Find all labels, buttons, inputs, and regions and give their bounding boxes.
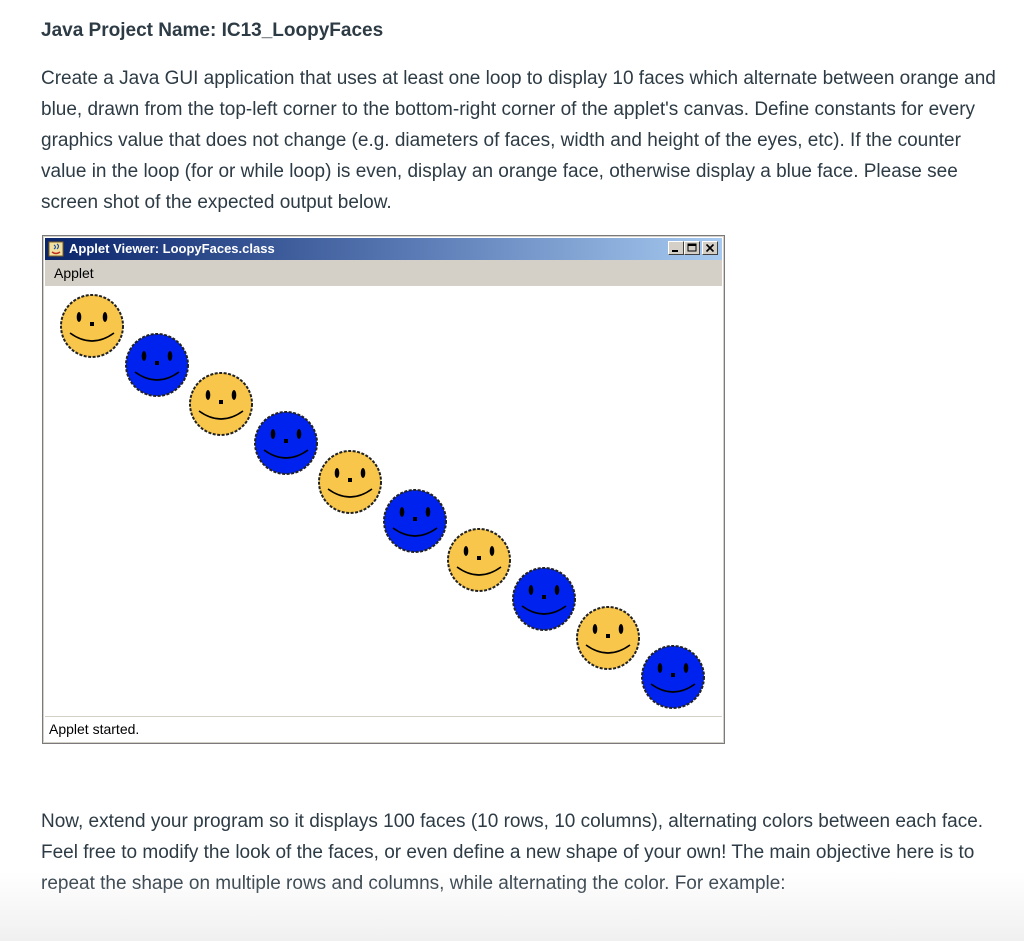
maximize-button[interactable]: [684, 241, 700, 255]
applet-canvas: [45, 286, 722, 716]
orange-face: [189, 372, 253, 436]
orange-face: [447, 528, 511, 592]
status-text: Applet started.: [49, 721, 140, 737]
blue-face: [253, 411, 318, 475]
minimize-icon: [672, 250, 678, 252]
minimize-button[interactable]: [668, 241, 684, 255]
close-button[interactable]: [702, 241, 718, 255]
menu-applet[interactable]: Applet: [54, 265, 94, 281]
close-icon: [705, 243, 715, 253]
window-title: Applet Viewer: LoopyFaces.class: [69, 241, 275, 256]
project-label: Java Project Name:: [41, 20, 217, 41]
status-bar: Applet started.: [45, 716, 722, 741]
applet-viewer-window: Applet Viewer: LoopyFaces.class Applet: [42, 235, 725, 744]
extension-paragraph: Now, extend your program so it displays …: [41, 811, 984, 894]
project-title: Java Project Name: IC13_LoopyFaces: [41, 20, 383, 42]
orange-face: [318, 450, 382, 514]
blue-face: [382, 489, 447, 553]
maximize-icon: [687, 243, 697, 252]
blue-face: [640, 645, 705, 709]
blue-face: [511, 567, 576, 631]
project-name: IC13_LoopyFaces: [221, 20, 384, 41]
java-icon: [48, 241, 64, 257]
orange-face: [60, 294, 124, 358]
intro-paragraph: Create a Java GUI application that uses …: [41, 68, 996, 213]
menu-bar: Applet: [45, 260, 722, 286]
window-controls: [668, 241, 718, 257]
title-bar[interactable]: Applet Viewer: LoopyFaces.class: [45, 238, 722, 260]
blue-face: [124, 333, 189, 397]
orange-face: [576, 606, 640, 670]
